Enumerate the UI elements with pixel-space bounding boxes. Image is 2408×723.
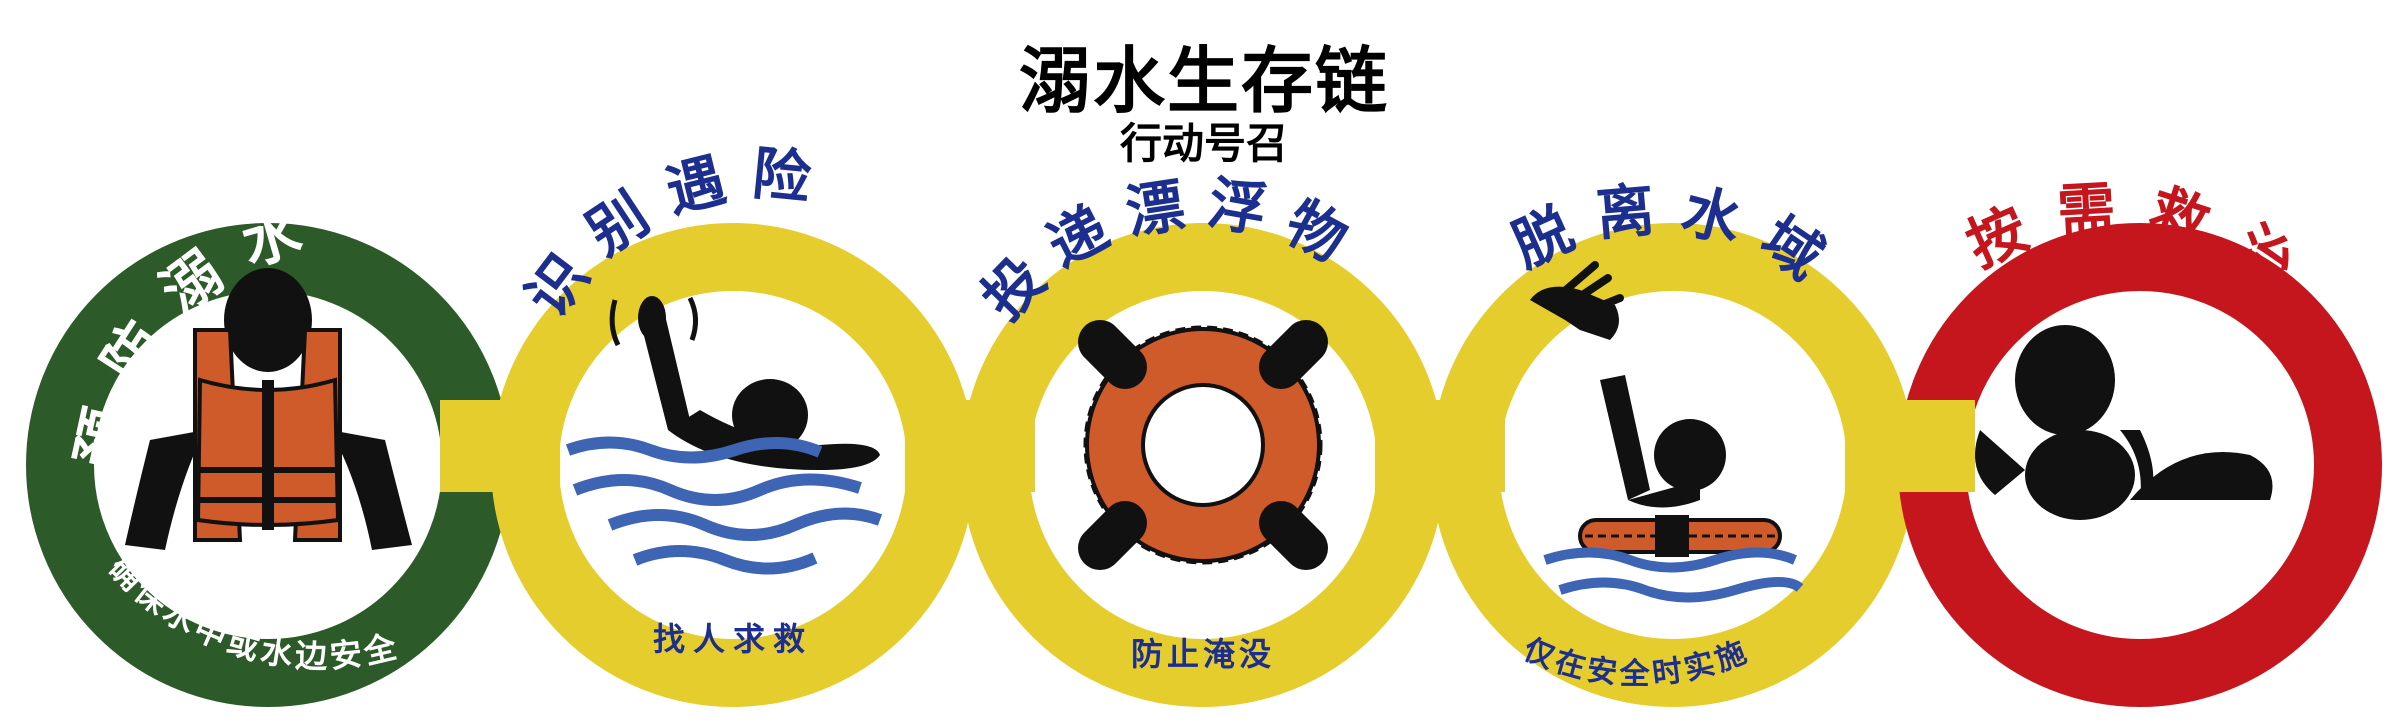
ring-yellow-1 — [491, 223, 975, 707]
life-jacket-icon — [125, 268, 412, 550]
chain-rings — [26, 223, 2382, 707]
step-caption-2: 找人求救 — [653, 620, 813, 658]
link-connector-2 — [905, 400, 1035, 492]
step-caption-5: 就医 — [2108, 642, 2172, 680]
drowning-person-icon — [565, 296, 883, 575]
page-subtitle: 行动号召 — [1119, 119, 1288, 168]
link-connector-4 — [1845, 400, 1975, 492]
ring-yellow-2 — [961, 223, 1445, 707]
step-caption-3: 防止淹没 — [1131, 635, 1275, 673]
recovery-position-icon — [1975, 325, 2273, 520]
life-buoy-icon — [1078, 320, 1328, 570]
link-connector-3 — [1375, 400, 1505, 492]
page-title: 溺水生存链 — [1018, 38, 1389, 123]
link-connector-1 — [440, 400, 560, 492]
rescue-hand-icon — [1530, 261, 1804, 603]
